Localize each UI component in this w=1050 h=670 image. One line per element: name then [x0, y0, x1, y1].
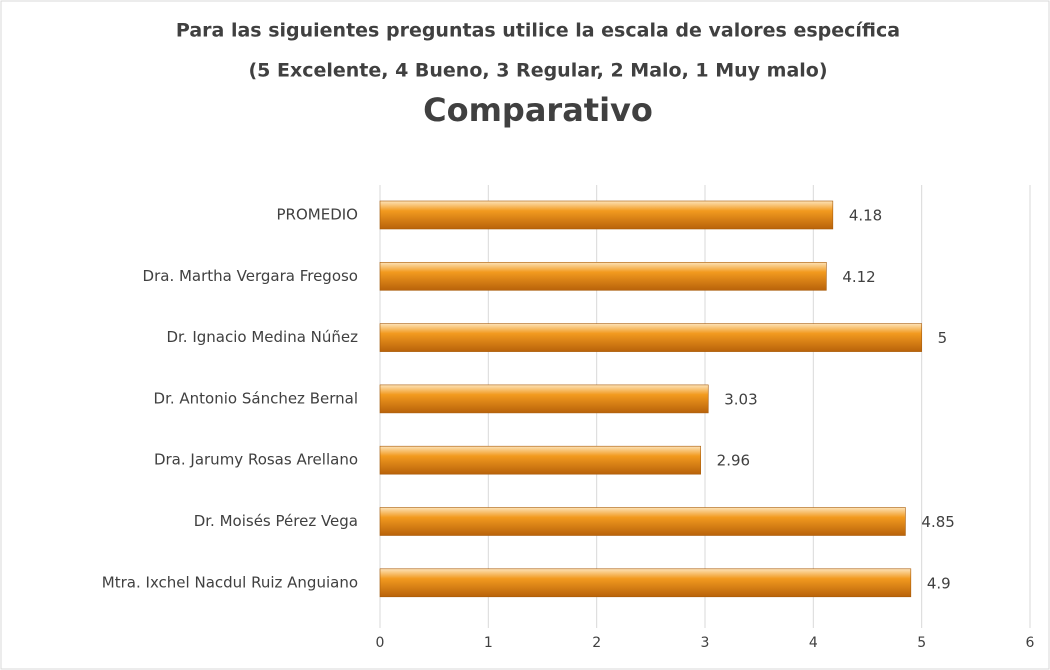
x-tick-label: 4	[809, 635, 818, 651]
category-label: Dra. Jarumy Rosas Arellano	[154, 451, 358, 469]
heading-line: Para las siguientes preguntas utilice la…	[176, 20, 900, 42]
value-label: 4.12	[842, 268, 875, 286]
bar	[379, 200, 834, 230]
x-tick-label: 2	[592, 635, 601, 651]
x-tick-label: 6	[1026, 635, 1035, 651]
category-label: PROMEDIO	[277, 206, 358, 224]
chart-title: Comparativo	[423, 91, 653, 129]
value-label: 4.85	[921, 513, 954, 531]
value-label: 3.03	[724, 390, 757, 408]
bar	[379, 384, 709, 414]
bar	[379, 507, 906, 536]
bar	[379, 261, 827, 291]
value-label: 4.9	[927, 574, 951, 592]
category-label: Dr. Antonio Sánchez Bernal	[154, 389, 358, 407]
heading-line: (5 Excelente, 4 Bueno, 3 Regular, 2 Malo…	[248, 60, 827, 82]
x-tick-label: 3	[701, 635, 710, 651]
bar	[379, 323, 922, 352]
bar	[379, 568, 912, 598]
value-label: 2.96	[717, 452, 750, 470]
category-label: Dra. Martha Vergara Fregoso	[143, 267, 358, 285]
category-label: Dr. Moisés Pérez Vega	[194, 512, 358, 530]
value-label: 5	[938, 329, 948, 347]
bar	[379, 445, 701, 475]
x-tick-label: 0	[376, 635, 385, 651]
category-label: Mtra. Ixchel Nacdul Ruiz Anguiano	[102, 573, 358, 591]
value-label: 4.18	[849, 207, 882, 225]
x-tick-label: 1	[484, 635, 493, 651]
x-tick-label: 5	[917, 635, 926, 651]
category-label: Dr. Ignacio Medina Núñez	[166, 328, 358, 346]
